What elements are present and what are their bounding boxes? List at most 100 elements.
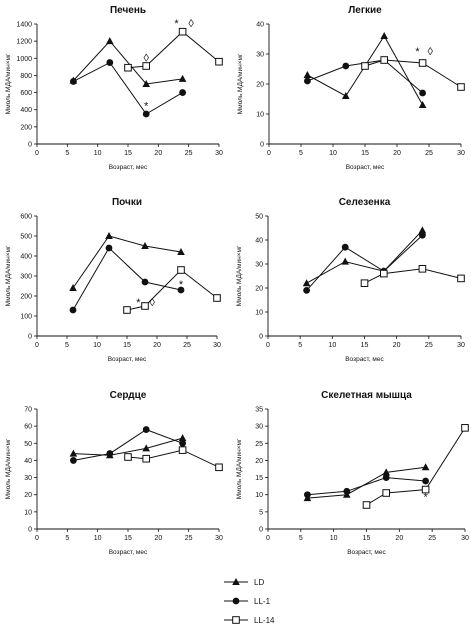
legend-item-ld: LD xyxy=(224,578,264,587)
series-line-ll-14 xyxy=(127,449,220,468)
x-tick-label: 20 xyxy=(395,535,403,542)
chart-panel-2: Легкие 0 5 10 15 20 25 30 0 10 20 30 40 Возраст, мес М… xyxy=(237,5,465,171)
y-tick-label: 1400 xyxy=(16,22,32,29)
series-line-ll-1 xyxy=(72,247,182,311)
x-tick-label: 30 xyxy=(215,535,223,542)
y-tick-label: 0 xyxy=(259,334,263,341)
chart-title: Селезенка xyxy=(339,197,391,208)
y-tick-label: 40 xyxy=(256,22,264,29)
x-tick-label: 15 xyxy=(124,150,132,157)
series-line-ll-1 xyxy=(306,234,423,291)
x-tick-label: 10 xyxy=(329,150,337,157)
significance-diamond: ◊ xyxy=(428,46,434,58)
ll-1-point xyxy=(105,244,113,252)
y-tick-label: 10 xyxy=(255,492,263,499)
y-tick-label: 0 xyxy=(260,142,264,149)
x-tick-label: 0 xyxy=(35,535,39,542)
y-axis-label: Ммоль МДА/мин×мг xyxy=(236,438,243,499)
chart-title: Скелетная мышца xyxy=(321,390,412,401)
series-line-ll-1 xyxy=(307,477,426,496)
series-ll-14 xyxy=(123,266,221,314)
significance-diamond: ◊ xyxy=(149,297,155,309)
ld-point xyxy=(341,257,349,265)
x-axis-label: Возраст, мес xyxy=(109,549,148,556)
legend-label: LL-1 xyxy=(254,597,271,606)
y-tick-label: 1200 xyxy=(16,39,32,46)
series-line-ld xyxy=(307,35,424,106)
ll-14-point xyxy=(178,446,187,454)
ll-14-point xyxy=(418,265,427,273)
series-ll-14 xyxy=(124,446,223,472)
x-axis-label: Возраст, мес xyxy=(346,164,385,171)
y-tick-label: 0 xyxy=(259,527,263,534)
x-tick-label: 0 xyxy=(35,150,39,157)
ll-1-point xyxy=(341,243,349,251)
y-axis-label: Ммоль МДА/мин×мг xyxy=(5,53,12,114)
significance-star: * xyxy=(174,18,179,30)
ll-14-point xyxy=(215,57,223,66)
ll-1-point xyxy=(179,439,187,447)
y-tick-label: 0 xyxy=(28,334,32,341)
x-tick-label: 10 xyxy=(93,342,101,349)
x-tick-label: 0 xyxy=(266,535,270,542)
chart-title: Легкие xyxy=(348,5,382,16)
ld-point xyxy=(418,226,427,234)
ld-point xyxy=(421,463,430,471)
y-tick-label: 0 xyxy=(28,527,32,534)
significance-star: * xyxy=(179,279,184,291)
ll-14-point xyxy=(178,27,187,36)
chart-title: Сердце xyxy=(110,390,147,401)
series-line-ll-1 xyxy=(73,429,183,461)
ll-14-point xyxy=(362,501,371,509)
y-tick-label: 20 xyxy=(256,82,264,89)
x-tick-label: 10 xyxy=(94,150,102,157)
ll-1-point xyxy=(342,62,350,70)
series-line-ld xyxy=(307,466,426,499)
y-tick-label: 400 xyxy=(20,254,32,261)
ll-14-point xyxy=(457,274,465,283)
series-ld xyxy=(69,232,185,291)
y-tick-label: 600 xyxy=(20,90,32,97)
x-tick-label: 20 xyxy=(154,535,162,542)
ld-point xyxy=(141,242,149,249)
ld-point xyxy=(142,80,150,87)
series-ll-1 xyxy=(69,244,185,314)
x-tick-label: 25 xyxy=(428,535,436,542)
x-tick-label: 10 xyxy=(94,535,102,542)
significance-diamond: ◊ xyxy=(188,18,194,30)
x-tick-label: 15 xyxy=(123,342,131,349)
ll-14-point xyxy=(215,463,223,472)
ll-1-point xyxy=(419,231,426,239)
x-tick-label: 25 xyxy=(185,150,193,157)
y-tick-label: 400 xyxy=(20,107,32,114)
series-ld xyxy=(302,226,427,287)
ld-point xyxy=(178,434,187,442)
ll-1-point xyxy=(179,89,187,96)
y-tick-label: 30 xyxy=(256,52,264,59)
ll-1-point xyxy=(70,78,77,85)
ll-1-point xyxy=(303,287,310,294)
ll-1-point xyxy=(142,426,150,433)
ll-14-point xyxy=(124,63,132,72)
significance-diamond: ◊ xyxy=(143,52,149,64)
series-ll-14 xyxy=(360,265,465,287)
ll-1-point xyxy=(141,278,149,286)
y-tick-label: 600 xyxy=(20,214,32,221)
series-line-ll-14 xyxy=(366,427,466,506)
chart-panel-5: Сердце 0 5 10 15 20 25 30 0 10 20 30 40 50 60 70 Возраст… xyxy=(5,390,223,556)
x-tick-label: 15 xyxy=(363,535,371,542)
y-tick-label: 70 xyxy=(24,407,32,414)
series-ld xyxy=(303,463,430,502)
x-tick-label: 5 xyxy=(299,150,303,157)
series-line-ld xyxy=(306,230,423,284)
y-tick-label: 20 xyxy=(255,286,263,293)
legend-item-ll-1: LL-1 xyxy=(224,597,271,606)
chart-title: Почки xyxy=(112,197,142,208)
significance-star: * xyxy=(136,297,141,309)
ld-point xyxy=(177,248,185,255)
y-tick-label: 1000 xyxy=(16,56,32,63)
series-ll-14 xyxy=(124,27,223,72)
x-tick-label: 20 xyxy=(393,150,401,157)
